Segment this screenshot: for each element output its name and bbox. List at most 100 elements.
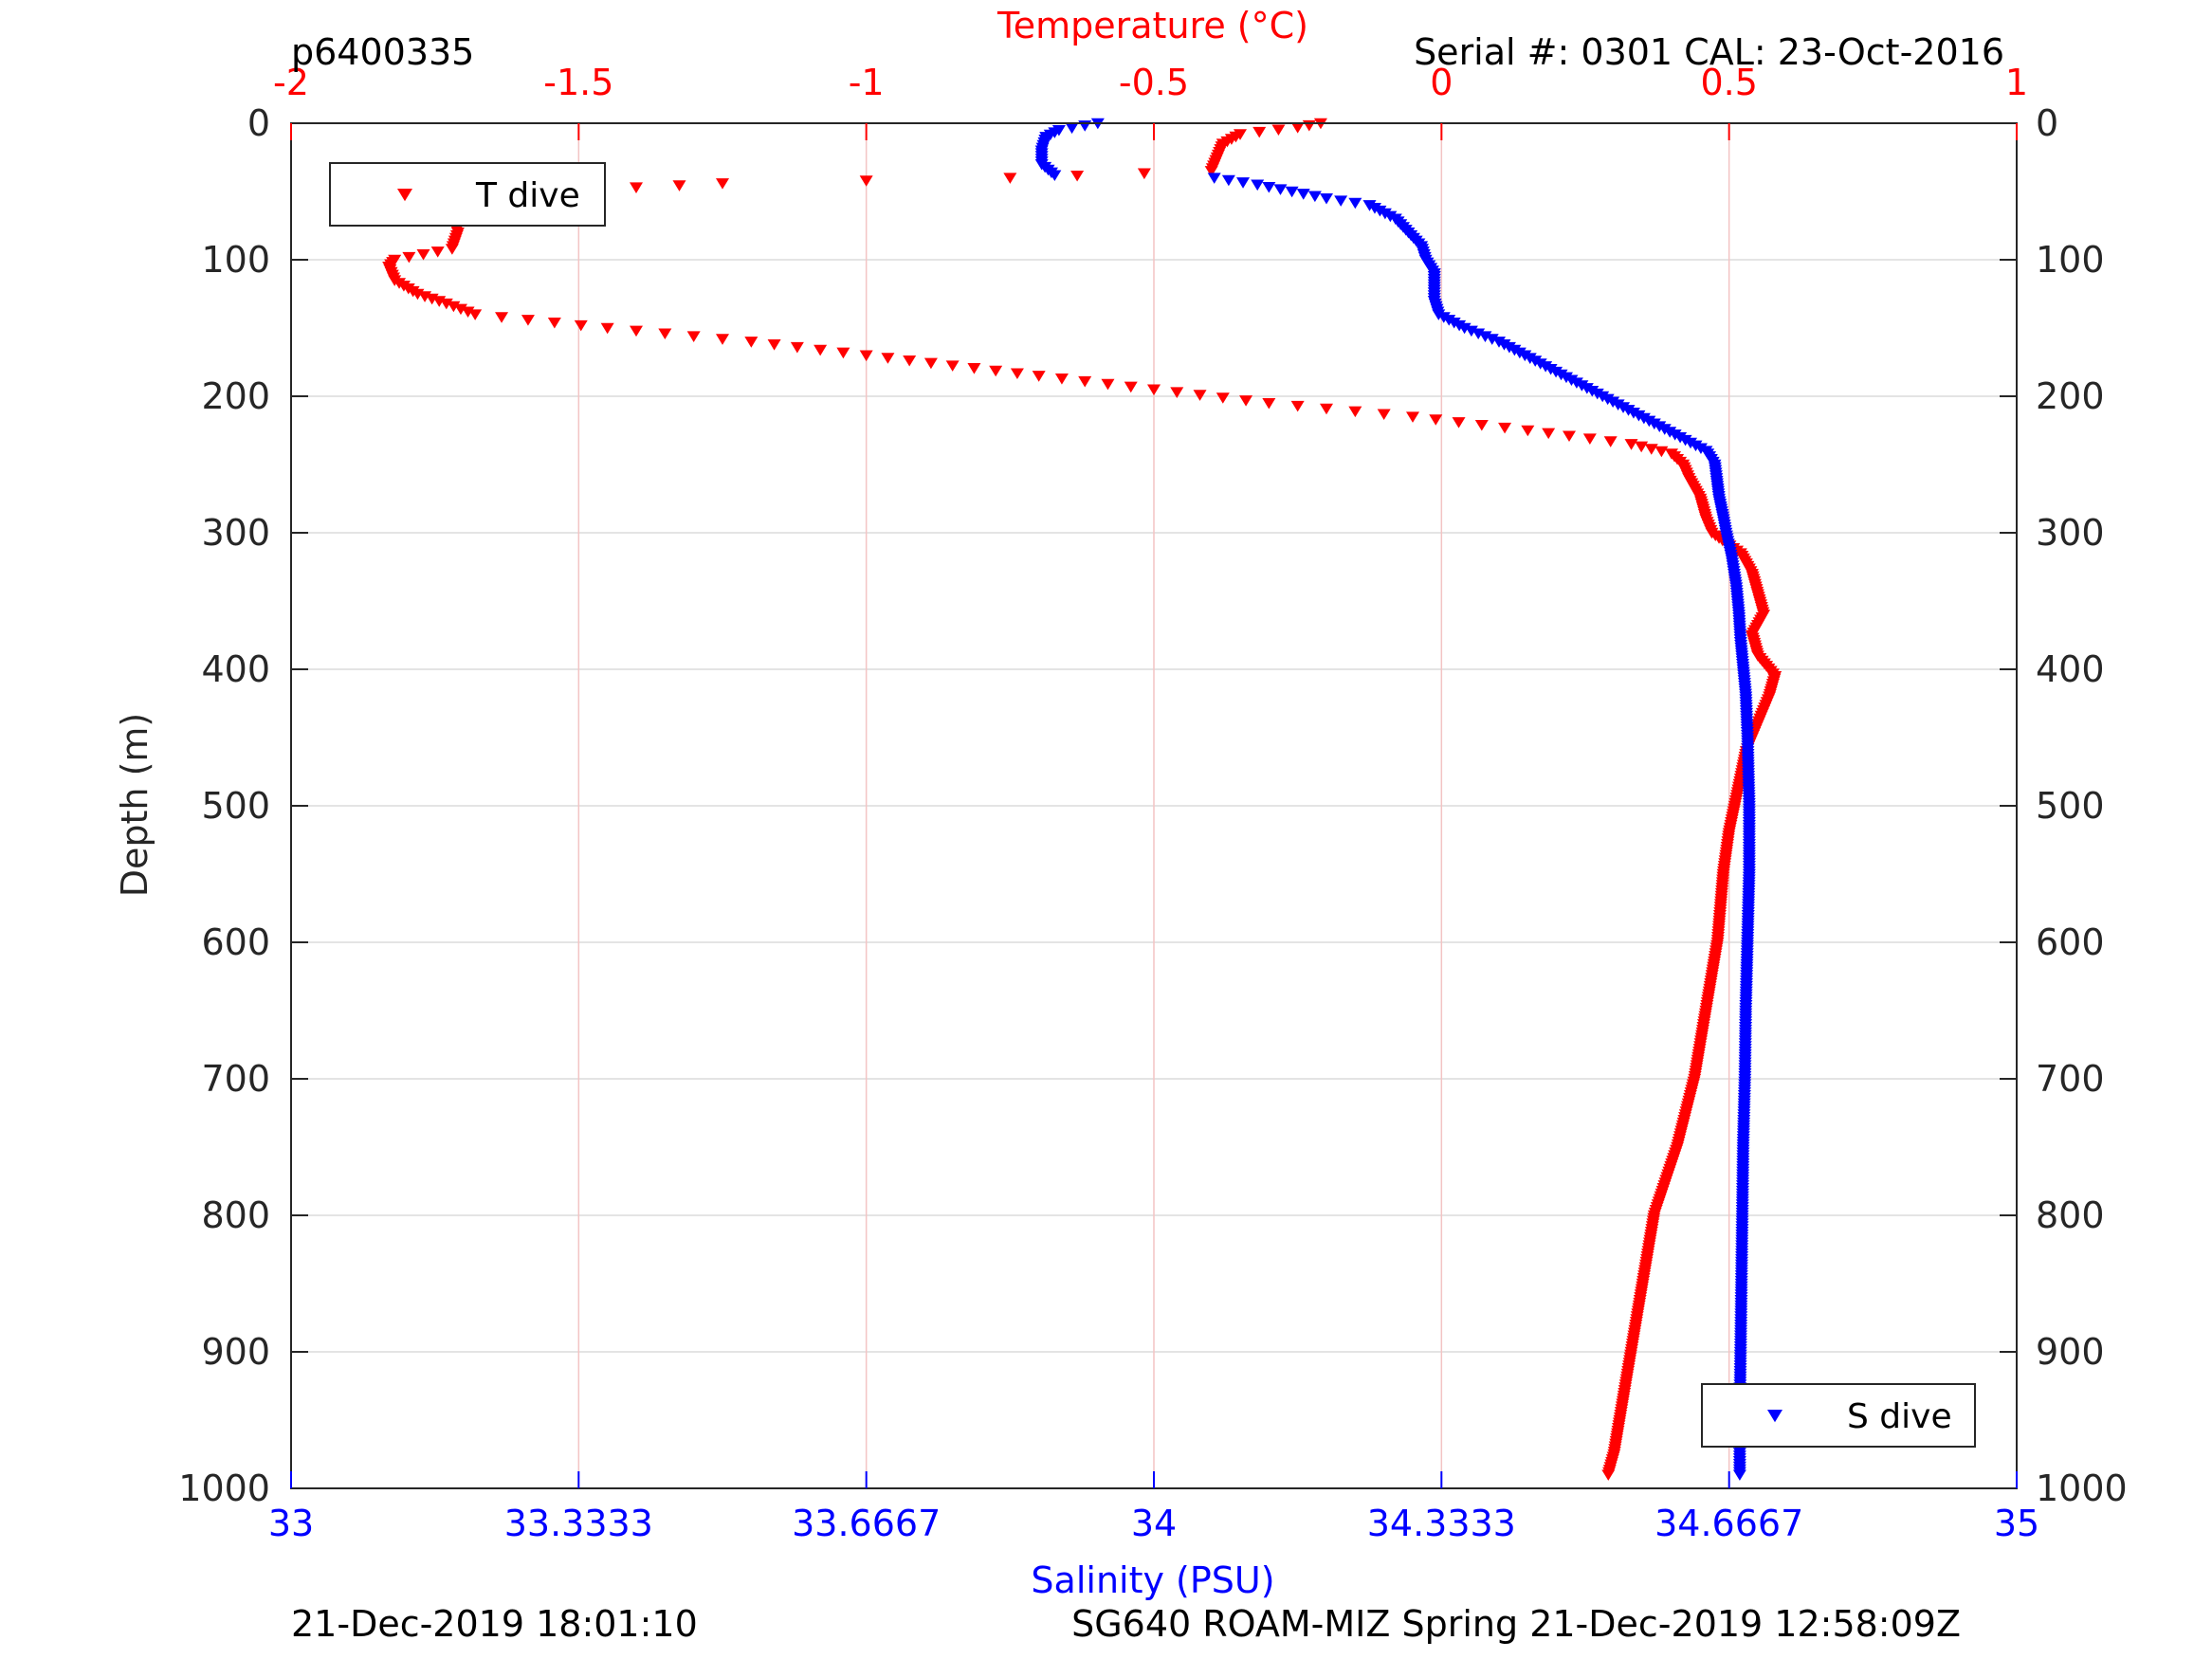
- temperature-point: [1216, 392, 1230, 404]
- temperature-axis-title: Temperature (°C): [996, 5, 1308, 46]
- temperature-tick-label: 0.5: [1700, 62, 1757, 103]
- legend-salinity: S dive: [1701, 1383, 1976, 1448]
- temperature-point: [1542, 428, 1556, 440]
- temperature-point: [836, 347, 850, 359]
- temperature-point: [1320, 403, 1333, 415]
- footer-right-text: SG640 ROAM-MIZ Spring 21-Dec-2019 12:58:…: [1071, 1603, 1961, 1645]
- salinity-point: [1262, 181, 1276, 193]
- temperature-point: [1124, 381, 1138, 393]
- temperature-point: [1290, 122, 1305, 134]
- salinity-tick-label: 34.3333: [1367, 1503, 1516, 1544]
- y-tick-label-right: 400: [2036, 648, 2105, 690]
- y-tick-label-right: 700: [2036, 1058, 2105, 1100]
- temperature-point: [945, 360, 960, 372]
- temperature-point: [767, 339, 781, 351]
- temperature-point: [402, 251, 416, 264]
- salinity-series: [1034, 118, 1756, 1481]
- legend-temperature-marker: [397, 189, 412, 202]
- salinity-point: [1296, 189, 1310, 200]
- temperature-point: [1603, 436, 1618, 447]
- temperature-tick-label: -0.5: [1119, 62, 1189, 103]
- temperature-point: [1271, 124, 1286, 137]
- temperature-point: [716, 334, 729, 345]
- salinity-tick-label: 34.6667: [1654, 1503, 1803, 1544]
- legend-temperature-label: T dive: [475, 176, 580, 215]
- temperature-point: [1644, 444, 1658, 455]
- temperature-point: [967, 363, 981, 374]
- footer-left-text: 21-Dec-2019 18:01:10: [291, 1603, 698, 1645]
- temperature-point: [1521, 425, 1535, 437]
- temperature-point: [1377, 409, 1391, 421]
- salinity-tick-label: 33.6667: [792, 1503, 941, 1544]
- y-tick-label-left: 0: [247, 102, 270, 144]
- temperature-point: [1070, 170, 1085, 182]
- temperature-point: [1348, 406, 1362, 418]
- y-tick-label-left: 500: [201, 785, 270, 827]
- temperature-point: [430, 246, 445, 258]
- temperature-point: [1170, 387, 1184, 398]
- temperature-point: [600, 322, 614, 335]
- temperature-point: [1635, 441, 1649, 453]
- temperature-point: [547, 317, 561, 329]
- temperature-point: [859, 175, 873, 187]
- temperature-point: [672, 180, 686, 191]
- y-tick-label-right: 800: [2036, 1194, 2105, 1236]
- temperature-point: [1624, 439, 1638, 450]
- temperature-point: [881, 353, 895, 364]
- data-points: [382, 118, 1782, 1481]
- legend-salinity-marker: [1767, 1410, 1782, 1423]
- temperature-point: [1654, 446, 1669, 458]
- salinity-axis-title: Salinity (PSU): [1031, 1559, 1274, 1601]
- salinity-tick-label: 33: [268, 1503, 314, 1544]
- temperature-point: [1601, 1469, 1616, 1481]
- y-tick-label-left: 300: [201, 512, 270, 554]
- salinity-point: [1273, 184, 1288, 195]
- salinity-point: [1236, 177, 1251, 189]
- temperature-point: [1078, 375, 1092, 388]
- temperature-point: [1582, 433, 1597, 445]
- temperature-point: [923, 357, 938, 370]
- y-tick-label-left: 400: [201, 648, 270, 690]
- y-tick-label-right: 200: [2036, 375, 2105, 417]
- temperature-point: [1101, 378, 1115, 391]
- temperature-tick-label: 1: [2005, 62, 2028, 103]
- temperature-point: [1193, 390, 1207, 401]
- temperature-point: [574, 319, 588, 332]
- header-left-text: p6400335: [291, 31, 474, 73]
- y-tick-label-right: 900: [2036, 1331, 2105, 1373]
- temperature-point: [1563, 430, 1577, 443]
- salinity-point: [1348, 197, 1362, 210]
- temperature-tick-label: -2: [273, 62, 309, 103]
- y-tick-label-right: 100: [2036, 239, 2105, 281]
- temperature-point: [658, 328, 672, 340]
- salinity-point: [1732, 1469, 1746, 1481]
- salinity-point: [1334, 195, 1348, 207]
- temperature-point: [1054, 374, 1069, 385]
- legend-temperature: T dive: [329, 162, 606, 227]
- y-tick-label-left: 900: [201, 1331, 270, 1373]
- y-tick-label-left: 600: [201, 921, 270, 963]
- y-tick-label-left: 200: [201, 375, 270, 417]
- temperature-point: [1262, 397, 1276, 410]
- y-tick-label-left: 1000: [178, 1468, 270, 1509]
- temperature-tick-label: -1: [849, 62, 885, 103]
- salinity-point: [1307, 191, 1322, 203]
- temperature-point: [1290, 400, 1305, 412]
- temperature-point: [1429, 414, 1443, 426]
- y-tick-label-left: 800: [201, 1194, 270, 1236]
- temperature-point: [1406, 411, 1419, 423]
- legend-salinity-label: S dive: [1847, 1397, 1952, 1436]
- temperature-point: [859, 350, 873, 362]
- temperature-point: [903, 355, 917, 367]
- y-tick-label-right: 1000: [2036, 1468, 2128, 1509]
- temperature-point: [1252, 126, 1267, 138]
- salinity-tick-label: 33.3333: [504, 1503, 653, 1544]
- axis-ticks: [290, 122, 2018, 1489]
- temperature-point: [1137, 168, 1151, 180]
- y-tick-label-left: 700: [201, 1058, 270, 1100]
- y-tick-label-right: 600: [2036, 921, 2105, 963]
- temperature-point: [686, 331, 701, 342]
- salinity-point: [1221, 174, 1235, 187]
- temperature-point: [1474, 419, 1489, 431]
